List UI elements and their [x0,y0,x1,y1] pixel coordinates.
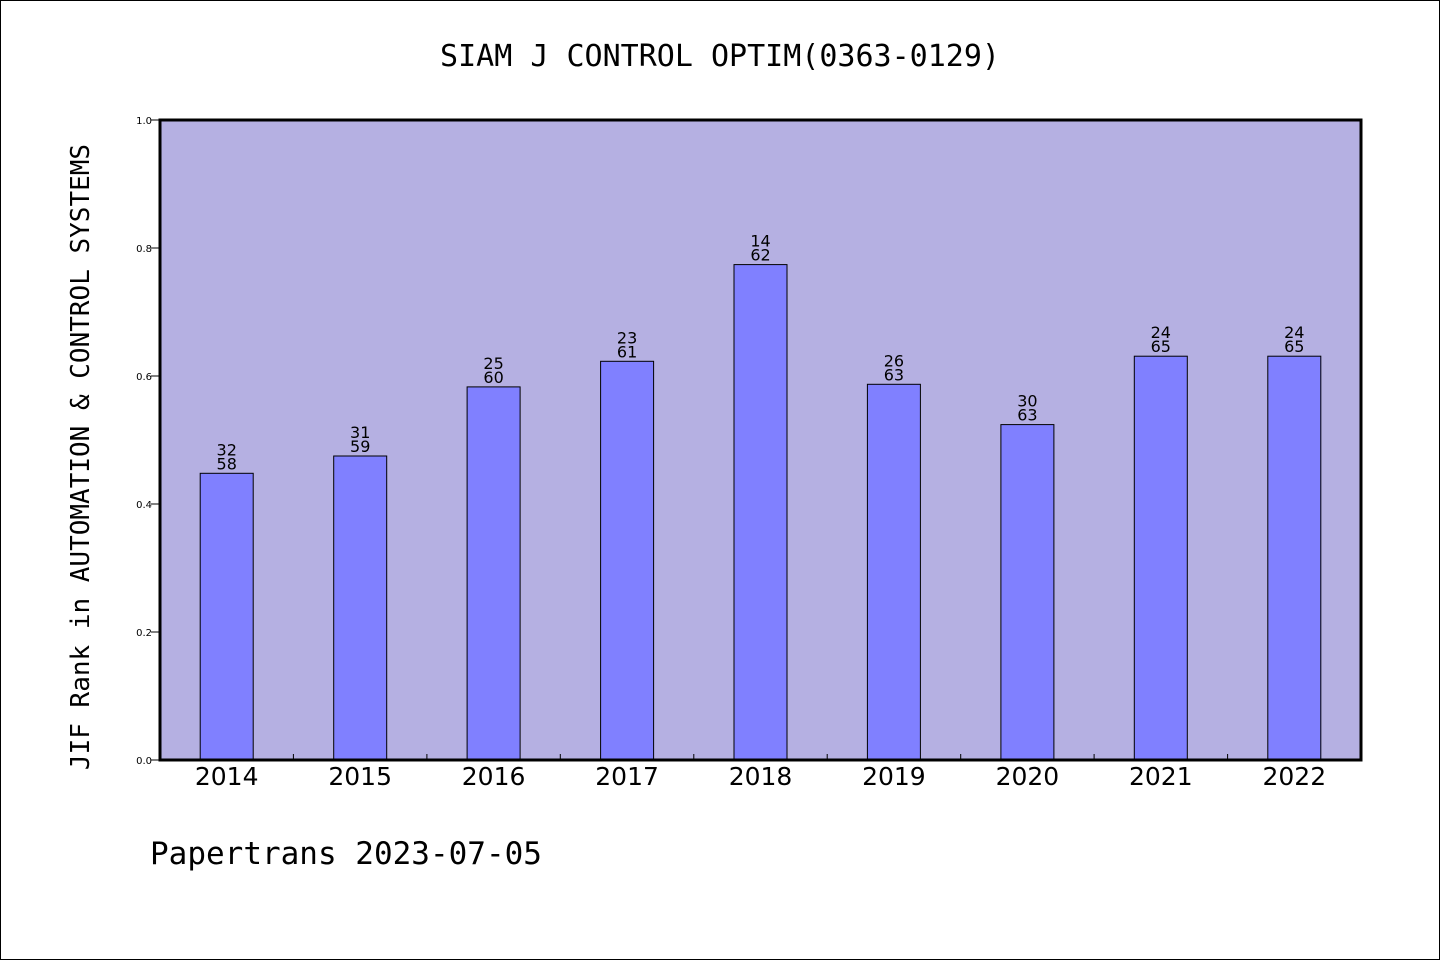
bar-2020 [1000,424,1055,761]
bar-label-2015-rank: 31 [350,423,370,442]
y-tick-label: 0.2 [136,628,152,639]
bar-label-2017-total: 61 [617,342,637,361]
bar-2017 [600,360,655,761]
x-tick-label-2018: 2018 [729,762,793,791]
y-tick-label: 0.6 [136,372,152,383]
bar-label-2014-total: 58 [217,454,237,473]
bar-label-2019-total: 63 [884,365,904,384]
x-tick-label-2021: 2021 [1129,762,1193,791]
bar-label-2019-rank: 26 [884,351,904,370]
x-tick-label-2014: 2014 [195,762,259,791]
bar-label-2022-rank: 24 [1284,323,1304,342]
x-tick-label-2020: 2020 [996,762,1060,791]
x-tick-label-2015: 2015 [328,762,392,791]
bar-label-2015-total: 59 [350,437,370,456]
bars-layer [199,264,1322,761]
bar-label-2022-total: 65 [1284,337,1304,356]
footer-date-stamp: Papertrans 2023-07-05 [150,836,542,872]
bar-2021 [1133,355,1188,761]
y-tick-label: 0.8 [136,244,152,255]
bar-label-2017-rank: 23 [617,328,637,347]
bar-label-2021-total: 65 [1151,337,1171,356]
bar-label-2020-rank: 30 [1017,392,1037,411]
plot-border [158,118,1363,762]
x-tick-label-2017: 2017 [595,762,659,791]
bar-2019 [866,383,921,761]
y-tick-label: 0.0 [136,756,152,767]
bar-label-2018-rank: 14 [750,232,770,251]
x-tick-label-2019: 2019 [862,762,926,791]
bar-2022 [1267,355,1322,761]
bar-label-2021-rank: 24 [1151,323,1171,342]
y-tick-label: 0.4 [136,500,152,511]
x-axis: 2014 2015 2016 2017 2018 2019 2020 2021 2022 [195,754,1326,791]
y-axis-label: JIF Rank in AUTOMATION & CONTROL SYSTEMS [66,144,96,770]
bar-2018 [733,264,788,761]
bar-label-2018-total: 62 [750,246,770,265]
bar-2015 [333,455,388,761]
bar-2014 [199,472,254,761]
bar-label-2020-total: 63 [1017,406,1037,425]
x-tick-label-2016: 2016 [462,762,526,791]
y-axis: 0.0 0.2 0.4 0.6 0.8 1.0 [136,116,160,767]
bar-label-2016-rank: 25 [483,354,503,373]
bar-label-2016-total: 60 [483,368,503,387]
y-tick-label: 1.0 [136,116,152,127]
chart-title: SIAM J CONTROL OPTIM(0363-0129) [440,39,1000,74]
bar-label-2014-rank: 32 [217,440,237,459]
x-tick-label-2022: 2022 [1262,762,1326,791]
bar-2016 [466,386,521,761]
